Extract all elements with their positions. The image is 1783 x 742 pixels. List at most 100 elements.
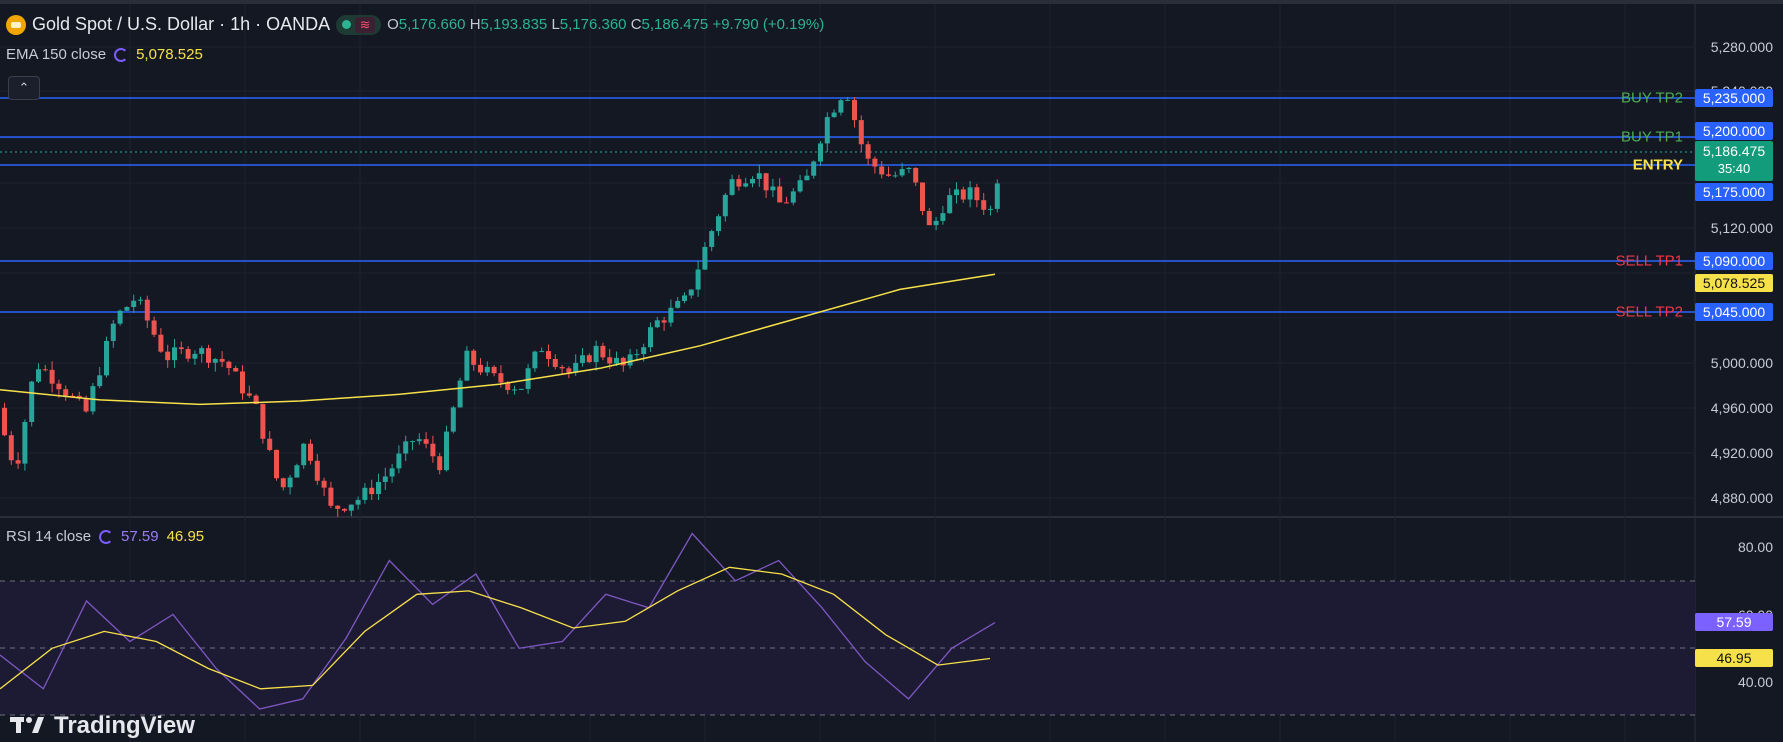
candle-body — [206, 348, 211, 363]
candle-body — [267, 438, 273, 450]
candle-body — [906, 167, 912, 170]
candle-body — [838, 100, 844, 113]
candle-body — [532, 351, 538, 369]
candle-body — [729, 179, 735, 195]
candle-body — [845, 99, 851, 101]
candle-body — [552, 359, 558, 367]
buy-tp1-label: BUY TP1 — [1621, 128, 1683, 146]
candle-body — [253, 395, 259, 404]
candle-body — [22, 421, 28, 464]
sell-tp1-price-tag: 5,090.000 — [1695, 252, 1773, 270]
candle-body — [423, 439, 429, 444]
candle-body — [158, 334, 164, 352]
candle-body — [308, 443, 313, 461]
symbol-title[interactable]: Gold Spot / U.S. Dollar · 1h · OANDA — [32, 14, 331, 34]
symbol-header: Gold Spot / U.S. Dollar · 1h · OANDA ≋ O… — [6, 14, 824, 35]
candle-body — [518, 388, 524, 390]
candle-body — [280, 478, 286, 488]
sell-tp2-price-tag: 5,045.000 — [1695, 303, 1773, 321]
candle-body — [974, 187, 980, 201]
candle-body — [83, 398, 89, 412]
price-axis-label: 5,000.000 — [1710, 355, 1773, 371]
candle-body — [301, 443, 307, 466]
candle-body — [471, 350, 477, 365]
market-open-dot-icon — [342, 20, 352, 29]
candle-body — [614, 357, 619, 364]
candle-body — [382, 476, 388, 482]
candle-body — [233, 367, 239, 372]
ema-legend[interactable]: EMA 150 close 5,078.525 — [6, 46, 203, 63]
candle-body — [634, 354, 640, 356]
candle-body — [124, 307, 130, 311]
candle-body — [892, 175, 898, 177]
rsi-ma-line — [0, 566, 991, 690]
market-status-pill[interactable]: ≋ — [336, 14, 382, 35]
candle-body — [852, 99, 857, 121]
candle-body — [450, 407, 456, 432]
tradingview-brand[interactable]: TradingView — [10, 712, 195, 740]
candle-body — [192, 353, 198, 359]
candle-body — [790, 191, 796, 203]
rsi-line — [0, 532, 996, 710]
rsi-axis-label: 80.00 — [1737, 539, 1773, 555]
candle-body — [328, 487, 334, 506]
candle-body — [627, 354, 633, 366]
sync-icon[interactable] — [99, 529, 114, 544]
sync-icon[interactable] — [114, 47, 129, 62]
entry-price-tag: 5,175.000 — [1695, 183, 1773, 201]
candle-body — [695, 269, 701, 290]
candle-body — [722, 194, 728, 217]
candle-body — [2, 407, 7, 436]
candle-body — [539, 351, 545, 353]
candle-body — [369, 487, 375, 495]
candle-body — [219, 358, 225, 362]
candle-body — [430, 443, 436, 457]
sell-tp1-label: SELL TP1 — [1615, 252, 1683, 270]
candle-body — [913, 167, 919, 183]
candle-body — [403, 441, 409, 454]
candle-body — [342, 508, 347, 511]
candle-body — [498, 373, 504, 383]
candle-body — [199, 348, 205, 354]
candle-body — [607, 357, 613, 364]
candle-body — [797, 180, 803, 192]
candle-body — [879, 166, 885, 175]
candle-body — [178, 347, 184, 350]
candle-body — [212, 358, 218, 363]
candle-body — [376, 481, 381, 495]
candle-body — [811, 161, 817, 176]
candle-body — [559, 366, 565, 369]
candle-body — [593, 345, 599, 363]
candle-body — [274, 449, 279, 479]
candle-body — [525, 368, 531, 389]
candle-body — [920, 182, 925, 212]
candle-body — [573, 362, 579, 373]
candle-body — [954, 189, 959, 196]
ohlc-values: O5,176.660 H5,193.835 L5,176.360 C5,186.… — [387, 16, 825, 33]
candle-body — [355, 499, 361, 505]
candle-body — [314, 460, 320, 481]
candle-body — [688, 289, 694, 296]
candle-body — [138, 299, 143, 301]
candle-body — [437, 456, 443, 471]
candle-body — [396, 453, 402, 469]
collapse-legend-button[interactable]: ⌃ — [8, 76, 40, 100]
candle-body — [620, 357, 626, 366]
candle-body — [172, 347, 177, 361]
candle-body — [960, 189, 966, 200]
candle-body — [675, 300, 681, 308]
candle-body — [865, 144, 871, 159]
candle-body — [872, 158, 878, 167]
candle-body — [750, 178, 755, 184]
candle-body — [505, 382, 511, 390]
candle-body — [97, 375, 103, 387]
candle-body — [784, 202, 789, 204]
rsi-legend[interactable]: RSI 14 close 57.59 46.95 — [6, 528, 205, 545]
ema-price-tag: 5,078.525 — [1695, 274, 1773, 292]
candle-body — [484, 366, 490, 373]
candle-body — [410, 441, 415, 443]
tradingview-logo-icon — [10, 717, 44, 733]
candle-body — [131, 300, 137, 308]
candle-body — [165, 351, 171, 361]
